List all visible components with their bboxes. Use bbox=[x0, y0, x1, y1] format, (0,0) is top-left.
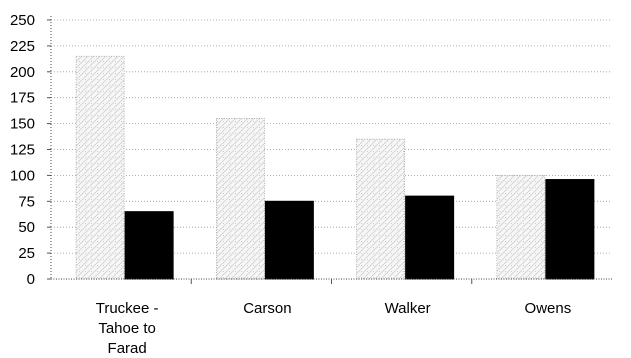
axes bbox=[47, 16, 612, 284]
x-axis-ticks: Truckee -Tahoe to Farad Carson Walker Owens bbox=[96, 300, 571, 357]
bar-3-series-1 bbox=[545, 179, 595, 280]
bar-2-series-1 bbox=[405, 195, 455, 280]
x-tick-label: Truckee -Tahoe to Farad bbox=[96, 300, 159, 357]
x-tick-label: Walker bbox=[385, 300, 431, 317]
y-tick-label: 25 bbox=[18, 245, 35, 262]
y-axis-ticks: 0 25 50 75 100 125 150 175 200 225 250 bbox=[10, 12, 35, 288]
y-tick-label: 100 bbox=[10, 167, 35, 184]
bar-0-series-1 bbox=[124, 211, 174, 280]
bar-2-series-0 bbox=[356, 138, 406, 280]
bars bbox=[75, 55, 595, 280]
y-tick-label: 200 bbox=[10, 64, 35, 81]
bar-0-series-0 bbox=[75, 55, 125, 280]
y-tick-label: 150 bbox=[10, 116, 35, 133]
x-tick-label: Carson bbox=[243, 300, 291, 317]
y-tick-label: 0 bbox=[27, 271, 35, 288]
y-tick-label: 50 bbox=[18, 219, 35, 236]
y-tick-label: 225 bbox=[10, 38, 35, 55]
y-tick-label: 175 bbox=[10, 90, 35, 107]
y-tick-label: 250 bbox=[10, 12, 35, 29]
y-tick-label: 125 bbox=[10, 142, 35, 159]
bar-3-series-0 bbox=[496, 174, 546, 280]
bar-1-series-1 bbox=[264, 200, 314, 280]
x-tick-label: Owens bbox=[525, 300, 572, 317]
bar-1-series-0 bbox=[215, 118, 265, 280]
y-tick-label: 75 bbox=[18, 193, 35, 210]
